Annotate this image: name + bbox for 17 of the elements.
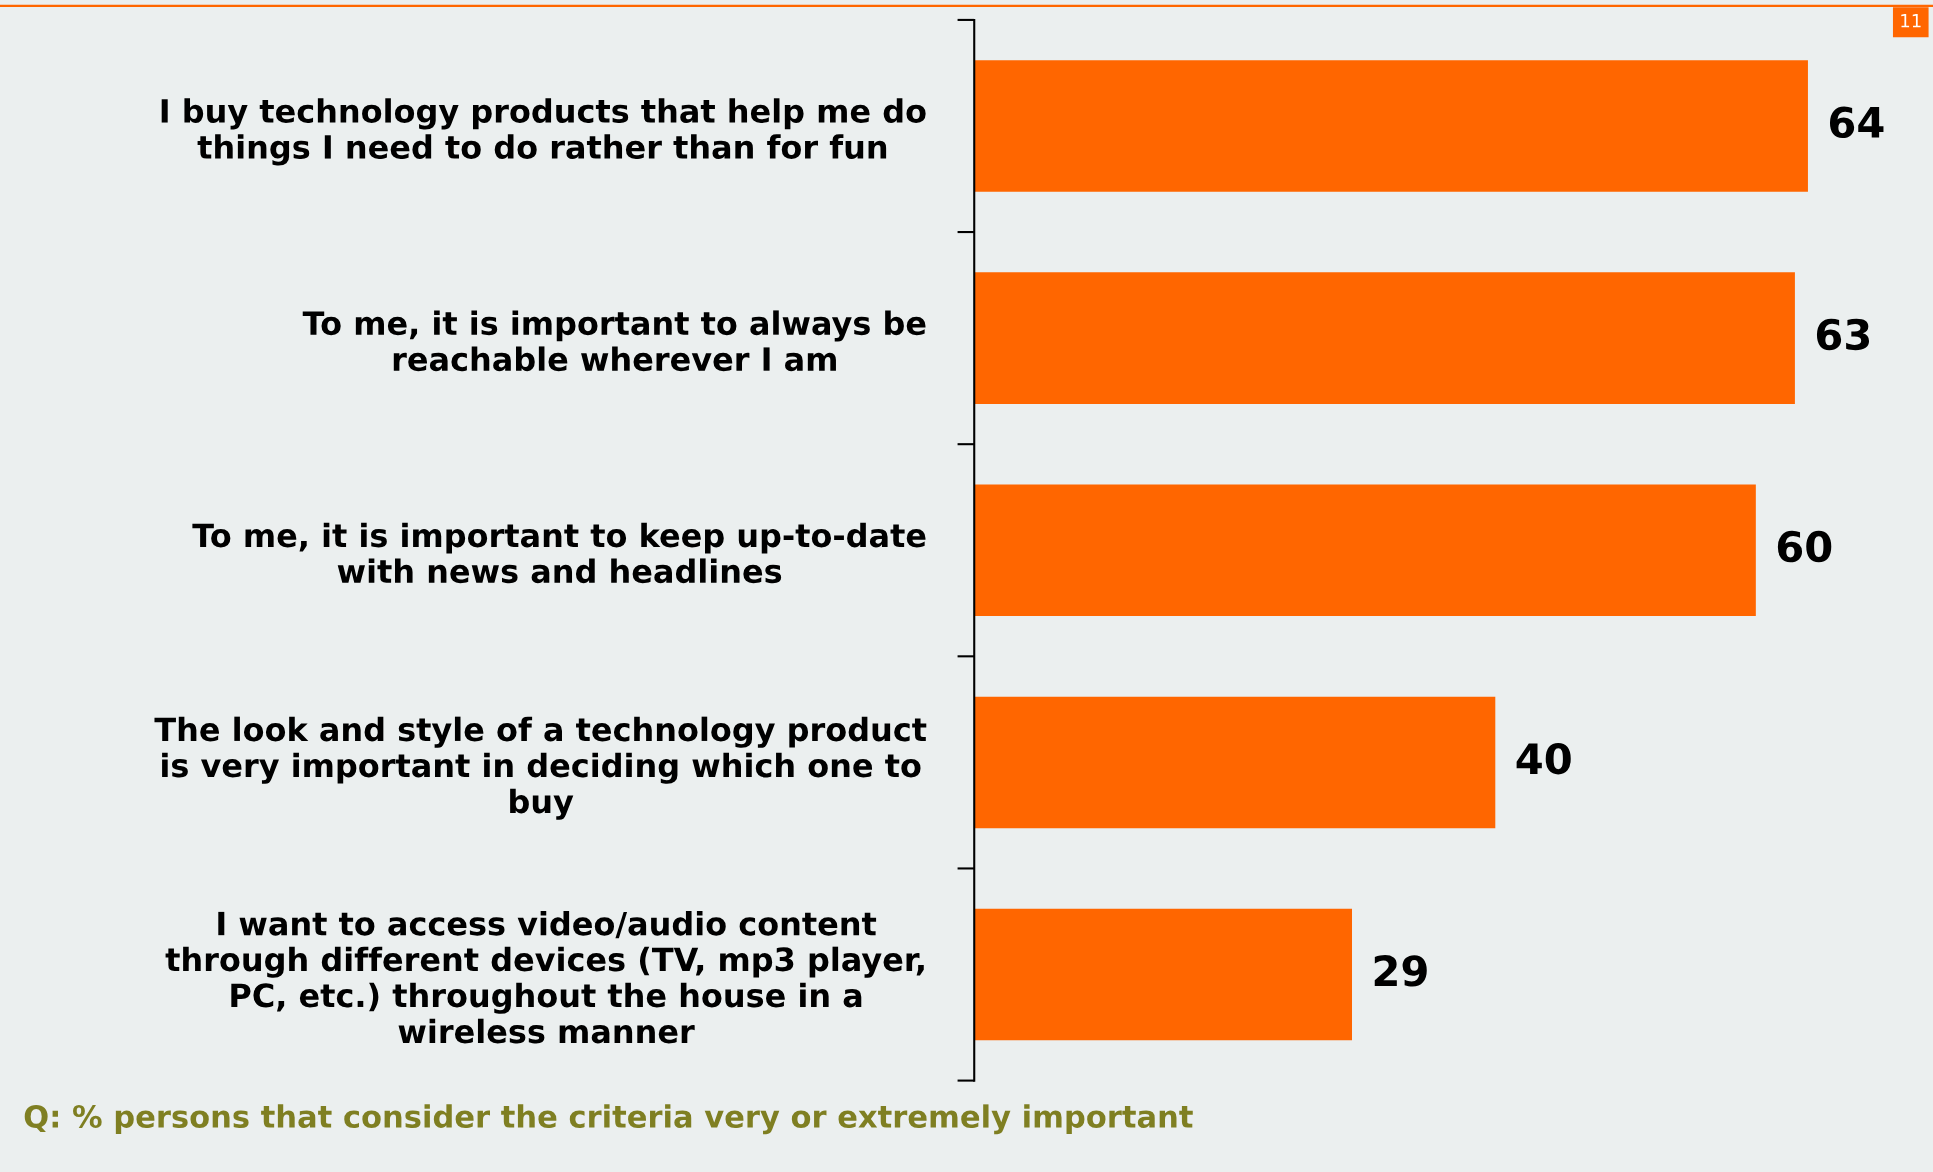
text: Q: % persons that consider the criteria very or extremely important — [24, 1104, 1193, 1135]
bar — [974, 908, 1353, 1041]
y-tick-label: The look and style of a technology product is very important in deciding which one to buy — [154, 716, 927, 820]
bar — [974, 484, 1756, 617]
y-tick-label: I buy technology products that help me do things I need to do rather than for fun — [161, 98, 926, 166]
bar — [974, 272, 1795, 404]
text: 11 — [1901, 14, 1921, 28]
bar — [974, 60, 1808, 192]
data-label: 63 — [1816, 318, 1870, 351]
y-tick-label: To me, it is important to keep up-to-date with news and headlines — [192, 522, 926, 584]
y-tick-label: I want to access video/audio content through different devices (TV, mp3 player, PC, etc.) throughout the house in a wireless manner — [165, 910, 924, 1044]
data-label: 60 — [1777, 530, 1832, 563]
data-label: 40 — [1516, 742, 1571, 775]
bar — [974, 696, 1496, 829]
y-tick-label: To me, it is important to always be reachable wherever I am — [302, 310, 926, 372]
data-label: 29 — [1374, 955, 1427, 987]
data-label: 64 — [1829, 106, 1884, 139]
